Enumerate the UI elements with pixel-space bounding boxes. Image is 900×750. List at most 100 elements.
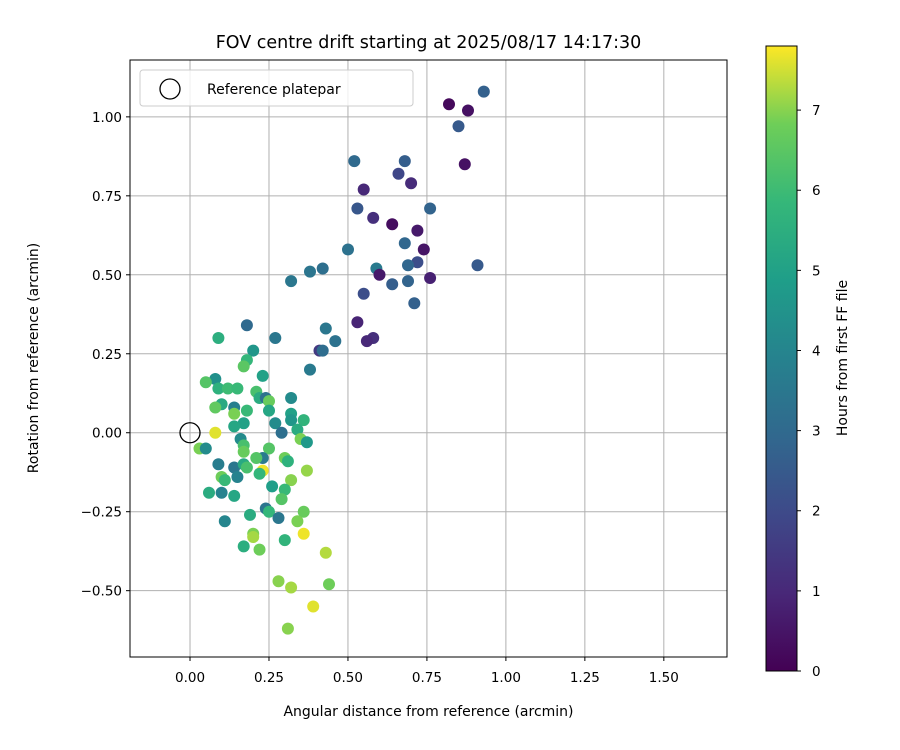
legend-marker: [159, 78, 181, 100]
data-point: [285, 581, 298, 594]
colorbar-tick-label: 0: [812, 664, 821, 680]
reference-platepar-point: [179, 422, 201, 444]
x-tick-label: 0.00: [175, 670, 205, 686]
chart-title: FOV centre drift starting at 2025/08/17 …: [216, 33, 642, 53]
colorbar-tick-label: 6: [812, 183, 821, 199]
colorbar-tick-label: 4: [812, 343, 821, 359]
y-tick-label: 0.00: [92, 426, 122, 442]
colorbar: 0 1 2 3 4 5 6 7 Hours from first FF file: [765, 45, 851, 680]
data-point: [266, 480, 279, 493]
data-point: [237, 540, 250, 553]
data-point: [278, 483, 291, 496]
data-point: [228, 461, 241, 474]
data-point: [297, 505, 310, 518]
data-point: [240, 461, 253, 474]
data-point: [323, 578, 335, 591]
y-axis-label: Rotation from reference (arcmin): [26, 243, 42, 473]
data-point: [351, 316, 364, 329]
colorbar-tick-label: 5: [812, 263, 821, 279]
data-point: [199, 442, 212, 455]
data-point: [278, 534, 291, 547]
data-point: [411, 256, 424, 269]
data-point: [218, 515, 231, 528]
data-point: [263, 404, 275, 417]
data-point: [402, 275, 414, 288]
data-point: [300, 464, 313, 477]
data-point: [373, 268, 386, 281]
data-point: [244, 508, 256, 521]
data-point: [424, 272, 437, 284]
data-point: [386, 278, 399, 291]
legend-box: [139, 69, 414, 107]
x-axis-label: Angular distance from reference (arcmin): [283, 704, 573, 720]
reference-marker: [179, 422, 201, 444]
colorbar-tick-label: 1: [812, 584, 821, 600]
data-point: [471, 259, 484, 272]
data-point: [319, 322, 332, 335]
data-point: [281, 455, 294, 468]
data-point: [297, 414, 310, 427]
data-point: [212, 458, 225, 471]
data-point: [304, 363, 316, 376]
data-point: [402, 259, 414, 272]
x-axis-ticks: 0.00 0.25 0.50 0.75 1.00 1.25 1.50: [175, 657, 679, 686]
x-tick-label: 0.75: [412, 670, 442, 686]
legend: Reference platepar: [139, 69, 414, 107]
data-point: [357, 183, 370, 196]
data-point: [405, 177, 418, 190]
data-point: [237, 417, 250, 430]
data-point: [228, 420, 241, 433]
data-point: [285, 392, 298, 404]
data-point: [285, 474, 298, 487]
data-point: [231, 382, 244, 395]
grid: [130, 60, 727, 657]
data-point: [237, 445, 250, 458]
data-point: [458, 158, 471, 171]
data-point: [263, 505, 275, 518]
data-point: [392, 167, 405, 180]
data-point: [272, 512, 285, 524]
data-point: [411, 224, 424, 237]
x-tick-label: 0.50: [333, 670, 363, 686]
y-tick-label: 0.50: [92, 268, 122, 284]
data-point: [275, 426, 288, 439]
colorbar-tick-label: 2: [812, 504, 821, 520]
data-point: [351, 202, 364, 215]
y-axis-ticks: −0.50 −0.25 0.00 0.25 0.50 0.75 1.00: [81, 110, 130, 600]
data-point: [209, 401, 222, 414]
data-point: [272, 575, 285, 588]
data-point: [209, 426, 222, 439]
data-point: [228, 407, 241, 420]
data-point: [316, 344, 329, 357]
data-point: [360, 335, 373, 348]
data-point: [247, 531, 260, 543]
data-point: [250, 452, 263, 464]
data-point: [342, 243, 354, 256]
x-tick-label: 1.25: [570, 670, 600, 686]
data-point: [218, 474, 231, 487]
data-point: [398, 155, 411, 168]
colorbar-label: Hours from first FF file: [835, 280, 851, 436]
data-point: [237, 360, 250, 373]
data-point: [240, 319, 253, 332]
colorbar-bar: [765, 45, 798, 672]
data-point: [228, 489, 241, 502]
data-point: [212, 332, 225, 344]
data-point: [269, 417, 282, 430]
data-point: [256, 369, 269, 382]
colorbar-ticks: 0 1 2 3 4 5 6 7: [797, 103, 821, 680]
data-point: [304, 265, 316, 278]
data-point: [316, 262, 329, 275]
data-point: [269, 332, 282, 344]
data-point: [443, 98, 455, 111]
y-tick-label: −0.50: [81, 584, 122, 600]
y-tick-label: 0.75: [92, 189, 122, 205]
data-point: [253, 467, 266, 480]
data-point: [348, 155, 361, 168]
data-point: [398, 237, 411, 250]
data-point: [212, 382, 225, 395]
data-point: [275, 493, 288, 506]
colorbar-tick-label: 3: [812, 424, 821, 440]
y-tick-label: 0.25: [92, 347, 122, 363]
